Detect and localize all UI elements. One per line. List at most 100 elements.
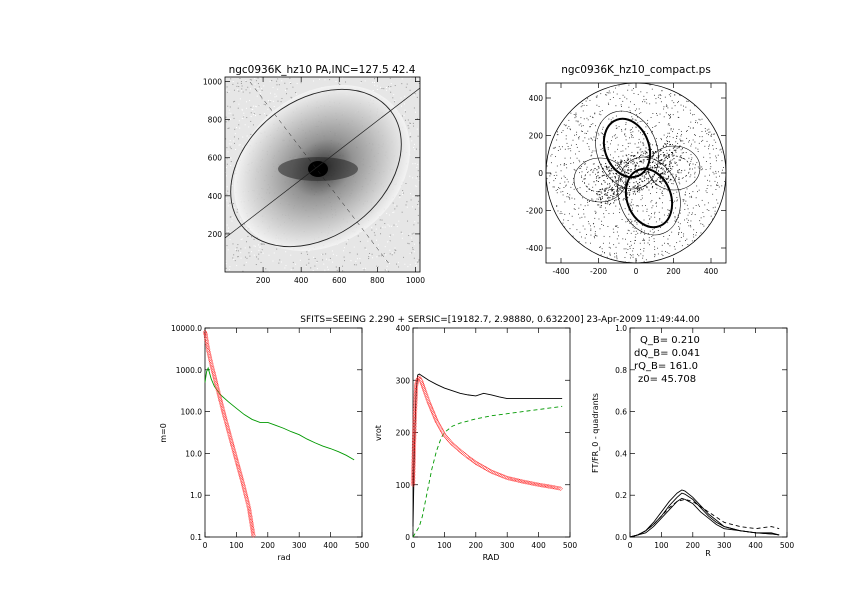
disk-dot xyxy=(680,140,682,142)
disk-dot xyxy=(601,147,603,149)
disk-dot xyxy=(686,100,688,102)
disk-dot xyxy=(556,139,558,141)
disk-dot xyxy=(624,169,626,171)
noise-pixel xyxy=(401,105,403,107)
disk-dot xyxy=(624,181,626,183)
disk-dot xyxy=(648,232,650,234)
noise-pixel xyxy=(375,224,377,226)
disk-dot xyxy=(635,126,637,128)
disk-dot xyxy=(576,146,578,148)
noise-pixel xyxy=(386,212,388,214)
disk-dot xyxy=(608,90,610,92)
disk-dot xyxy=(566,178,568,180)
disk-dot xyxy=(595,177,597,179)
disk-dot xyxy=(673,212,674,214)
disk-dot xyxy=(595,184,597,186)
disk-dot xyxy=(670,128,672,130)
disk-dot xyxy=(688,141,690,143)
disk-dot xyxy=(593,169,595,171)
disk-dot xyxy=(618,85,620,87)
series-1-marker xyxy=(250,530,256,535)
disk-dot xyxy=(564,226,566,228)
disk-dot xyxy=(597,172,599,174)
bar-dot xyxy=(610,195,612,197)
noise-pixel xyxy=(412,177,414,179)
disk-dot xyxy=(633,178,635,180)
series-1-marker xyxy=(211,371,217,377)
noise-pixel xyxy=(225,121,227,123)
disk-dot xyxy=(616,255,618,257)
noise-pixel xyxy=(252,124,254,126)
series-2-marker xyxy=(411,467,416,473)
bar-dot xyxy=(599,189,601,191)
disk-dot xyxy=(550,173,552,175)
disk-dot xyxy=(666,137,668,139)
disk-dot xyxy=(582,125,584,127)
bar-dot xyxy=(640,188,642,190)
x-tick-label: 200 xyxy=(686,541,701,550)
disk-dot xyxy=(658,122,660,123)
bar-dot xyxy=(600,163,602,165)
noise-pixel xyxy=(264,104,266,106)
noise-pixel xyxy=(398,220,400,222)
bar-dot xyxy=(660,177,662,179)
noise-pixel xyxy=(409,233,411,235)
noise-pixel xyxy=(238,103,240,105)
disk-dot xyxy=(646,210,648,212)
series-1-marker xyxy=(240,480,246,485)
noise-pixel xyxy=(388,263,390,265)
series-2-marker xyxy=(424,395,430,401)
bar-dot xyxy=(669,178,671,180)
bar-dot xyxy=(616,173,618,175)
bar-dot xyxy=(606,177,608,179)
disk-dot xyxy=(572,235,574,237)
noise-pixel xyxy=(411,241,413,243)
noise-pixel xyxy=(241,238,243,240)
series-1-marker xyxy=(223,416,228,422)
disk-dot xyxy=(674,216,676,217)
disk-dot xyxy=(626,232,628,234)
noise-pixel xyxy=(379,86,381,88)
bar-dot xyxy=(615,164,617,166)
series-1-marker xyxy=(247,509,253,515)
series-1-marker xyxy=(218,398,223,403)
disk-dot xyxy=(654,253,656,255)
bar-dot xyxy=(640,160,642,162)
noise-pixel xyxy=(386,265,388,267)
bar-dot xyxy=(616,190,618,192)
noise-pixel xyxy=(416,118,418,120)
bar-dot xyxy=(678,159,680,161)
disk-dot xyxy=(550,172,552,174)
disk-dot xyxy=(646,152,648,154)
bar-dot xyxy=(608,170,610,172)
series-2-marker xyxy=(419,379,424,384)
disk-dot xyxy=(669,115,671,117)
disk-dot xyxy=(687,208,689,210)
disk-dot xyxy=(694,214,696,216)
bar-dot xyxy=(629,189,631,191)
disk-dot xyxy=(669,200,671,202)
disk-dot xyxy=(658,197,660,199)
y-tick-label: 0.6 xyxy=(615,408,627,417)
disk-dot xyxy=(570,162,572,164)
disk-dot xyxy=(587,98,589,100)
disk-dot xyxy=(698,204,699,206)
series-2-marker xyxy=(418,377,424,383)
disk-dot xyxy=(634,110,636,112)
noise-pixel xyxy=(232,257,234,259)
disk-dot xyxy=(629,254,631,255)
bar-dot xyxy=(650,166,652,168)
noise-pixel xyxy=(353,264,355,266)
noise-pixel xyxy=(228,120,230,122)
bar-dot xyxy=(604,202,606,204)
noise-pixel xyxy=(243,112,245,114)
disk-dot xyxy=(679,209,681,211)
disk-dot xyxy=(581,165,582,167)
series-2-marker xyxy=(411,451,417,456)
disk-dot xyxy=(626,98,628,100)
disk-dot xyxy=(589,115,591,117)
disk-dot xyxy=(575,116,577,118)
series-1-marker xyxy=(207,353,212,359)
noise-pixel xyxy=(250,120,252,122)
